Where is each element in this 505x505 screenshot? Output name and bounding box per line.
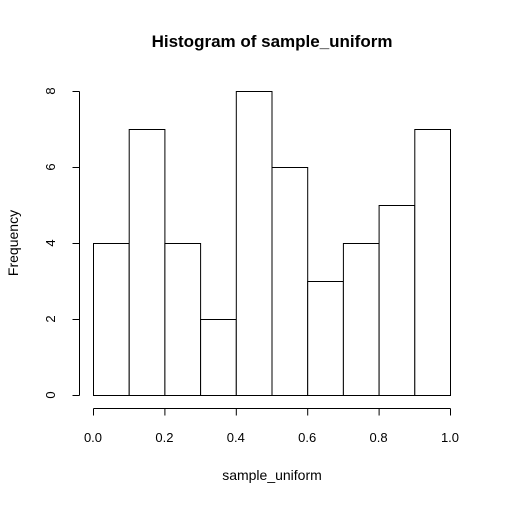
x-axis: 0.0 0.2 0.4 0.6 0.8 1.0 xyxy=(84,408,459,445)
y-tick-label: 8 xyxy=(43,87,58,94)
histogram-bar xyxy=(128,129,166,396)
histogram-bar xyxy=(235,91,273,396)
y-tick-label: 4 xyxy=(43,239,58,246)
y-axis: 0 2 4 6 8 xyxy=(43,87,80,399)
x-tick-label: 0.6 xyxy=(298,430,316,445)
y-tick-label: 6 xyxy=(43,163,58,170)
x-axis-label: sample_uniform xyxy=(222,467,322,483)
histogram-bar xyxy=(414,129,451,396)
y-tick-label: 2 xyxy=(43,315,58,322)
histogram-bar xyxy=(378,205,416,396)
histogram-bar xyxy=(164,243,202,396)
x-tick-label: 0.8 xyxy=(370,430,388,445)
histogram-bar xyxy=(271,167,309,396)
x-tick-label: 1.0 xyxy=(441,430,459,445)
histogram-bar xyxy=(342,243,380,396)
y-tick-label: 0 xyxy=(43,391,58,398)
y-axis-label: Frequency xyxy=(5,210,21,276)
x-tick-label: 0.4 xyxy=(227,430,245,445)
x-tick-label: 0.0 xyxy=(84,430,102,445)
bars-group xyxy=(93,91,451,396)
histogram-bar xyxy=(200,319,237,396)
histogram-bar xyxy=(307,281,344,396)
x-tick-label: 0.2 xyxy=(155,430,173,445)
chart-title: Histogram of sample_uniform xyxy=(152,32,393,51)
histogram-bar xyxy=(93,243,130,396)
